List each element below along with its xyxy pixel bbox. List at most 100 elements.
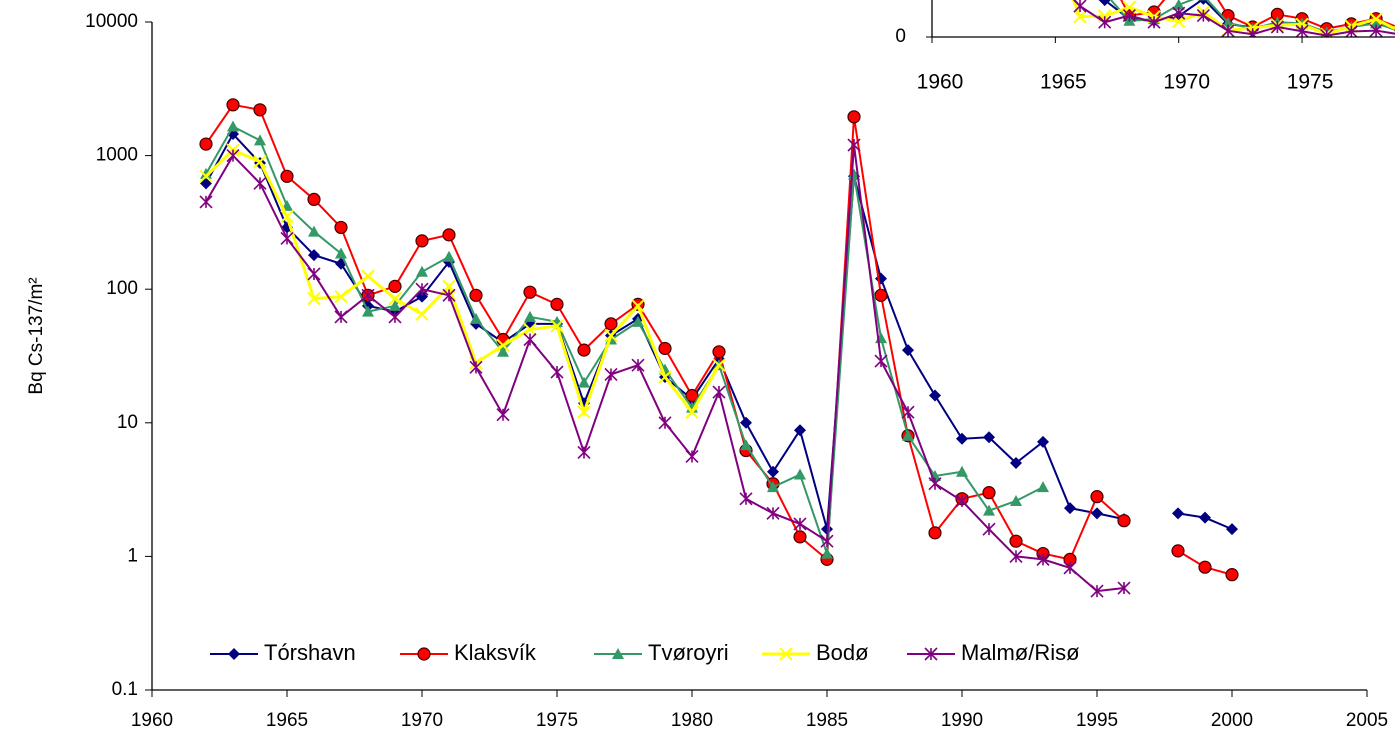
y-axis-label: Bq Cs-137/m²	[26, 277, 47, 394]
legend-label: Bodø	[816, 640, 869, 665]
inset-plot	[1071, 0, 1395, 37]
inset-x-tick-label: 1965	[1040, 71, 1087, 94]
data-point	[1172, 6, 1186, 20]
data-point	[1196, 9, 1210, 23]
data-point	[712, 358, 726, 372]
legend-item: Bodø	[762, 640, 869, 665]
data-point	[1172, 0, 1185, 10]
x-tick-label: 1970	[401, 710, 443, 731]
data-point	[983, 504, 995, 516]
data-point	[1225, 568, 1239, 582]
data-point	[389, 299, 401, 311]
data-point	[308, 225, 320, 237]
data-point	[929, 389, 941, 402]
inset-y-tick-label: 0	[895, 26, 906, 47]
y-tick-label: 1	[127, 545, 138, 566]
series	[199, 98, 1239, 582]
data-point	[1073, 10, 1087, 24]
data-point	[1090, 490, 1104, 504]
data-point	[1090, 584, 1104, 598]
data-point	[496, 338, 510, 353]
data-point	[1171, 544, 1185, 558]
series	[1072, 0, 1395, 37]
data-point	[307, 291, 321, 306]
data-point	[253, 103, 267, 117]
data-point	[362, 305, 374, 317]
data-point	[685, 388, 699, 403]
x-tick-label: 1965	[266, 710, 308, 731]
data-point	[199, 137, 213, 151]
y-tick-label: 1000	[96, 145, 138, 166]
data-point	[604, 367, 618, 382]
data-point	[253, 176, 267, 190]
data-point	[199, 195, 213, 209]
data-point	[712, 385, 726, 399]
data-point	[740, 439, 752, 451]
data-point	[550, 319, 564, 333]
data-point	[1172, 507, 1184, 520]
data-point	[200, 167, 212, 179]
data-point	[1117, 581, 1131, 595]
x-tick-label: 1980	[671, 710, 713, 731]
data-point	[442, 228, 456, 242]
series-line	[1109, 0, 1395, 34]
data-point	[1063, 561, 1077, 575]
data-point	[1073, 0, 1087, 13]
data-point	[604, 328, 618, 343]
data-point	[1369, 24, 1383, 37]
data-point	[226, 149, 240, 163]
data-point	[928, 477, 942, 491]
series-line	[1072, 0, 1395, 37]
x-tick-label: 1985	[806, 710, 848, 731]
x-tick-label: 2005	[1346, 710, 1388, 731]
data-point	[550, 365, 564, 379]
legend-marker	[612, 648, 624, 659]
legend-marker	[228, 648, 240, 660]
data-point	[1221, 24, 1235, 37]
data-point	[847, 110, 861, 124]
data-point	[658, 416, 672, 430]
data-point	[1009, 534, 1023, 548]
series-line	[1071, 0, 1395, 36]
data-point	[415, 307, 429, 321]
data-point	[793, 530, 807, 544]
data-point	[955, 494, 969, 508]
data-point	[767, 481, 779, 493]
data-point	[470, 312, 482, 324]
data-point	[901, 405, 915, 419]
data-point	[632, 315, 644, 327]
y-tick-label: 10	[117, 412, 138, 433]
data-point	[416, 265, 428, 277]
data-point	[982, 522, 996, 536]
data-point	[1036, 552, 1050, 566]
series-line	[205, 132, 1233, 531]
data-point	[1246, 27, 1260, 37]
data-point	[982, 486, 996, 500]
data-point	[307, 267, 321, 281]
legend-label: Klaksvík	[454, 640, 537, 665]
data-point	[1369, 12, 1383, 26]
data-point	[821, 547, 833, 559]
data-point	[1037, 435, 1049, 448]
data-point	[1037, 481, 1049, 493]
data-point	[902, 344, 914, 357]
data-point	[794, 424, 806, 437]
legend-label: Malmø/Risø	[961, 640, 1080, 665]
y-tick-label: 100	[106, 278, 138, 299]
y-tick-label: 0.1	[112, 679, 138, 700]
data-point	[496, 408, 510, 422]
data-point	[604, 317, 618, 331]
x-tick-label: 1995	[1076, 710, 1118, 731]
data-point	[253, 155, 267, 169]
data-point	[685, 405, 699, 419]
data-point	[794, 468, 806, 480]
legend-item: Klaksvík	[400, 640, 537, 665]
data-point	[334, 289, 348, 304]
data-point	[983, 431, 995, 444]
data-point	[443, 250, 455, 262]
data-point	[1198, 560, 1212, 574]
data-point	[956, 465, 968, 477]
series	[199, 143, 726, 419]
data-point	[874, 354, 888, 368]
